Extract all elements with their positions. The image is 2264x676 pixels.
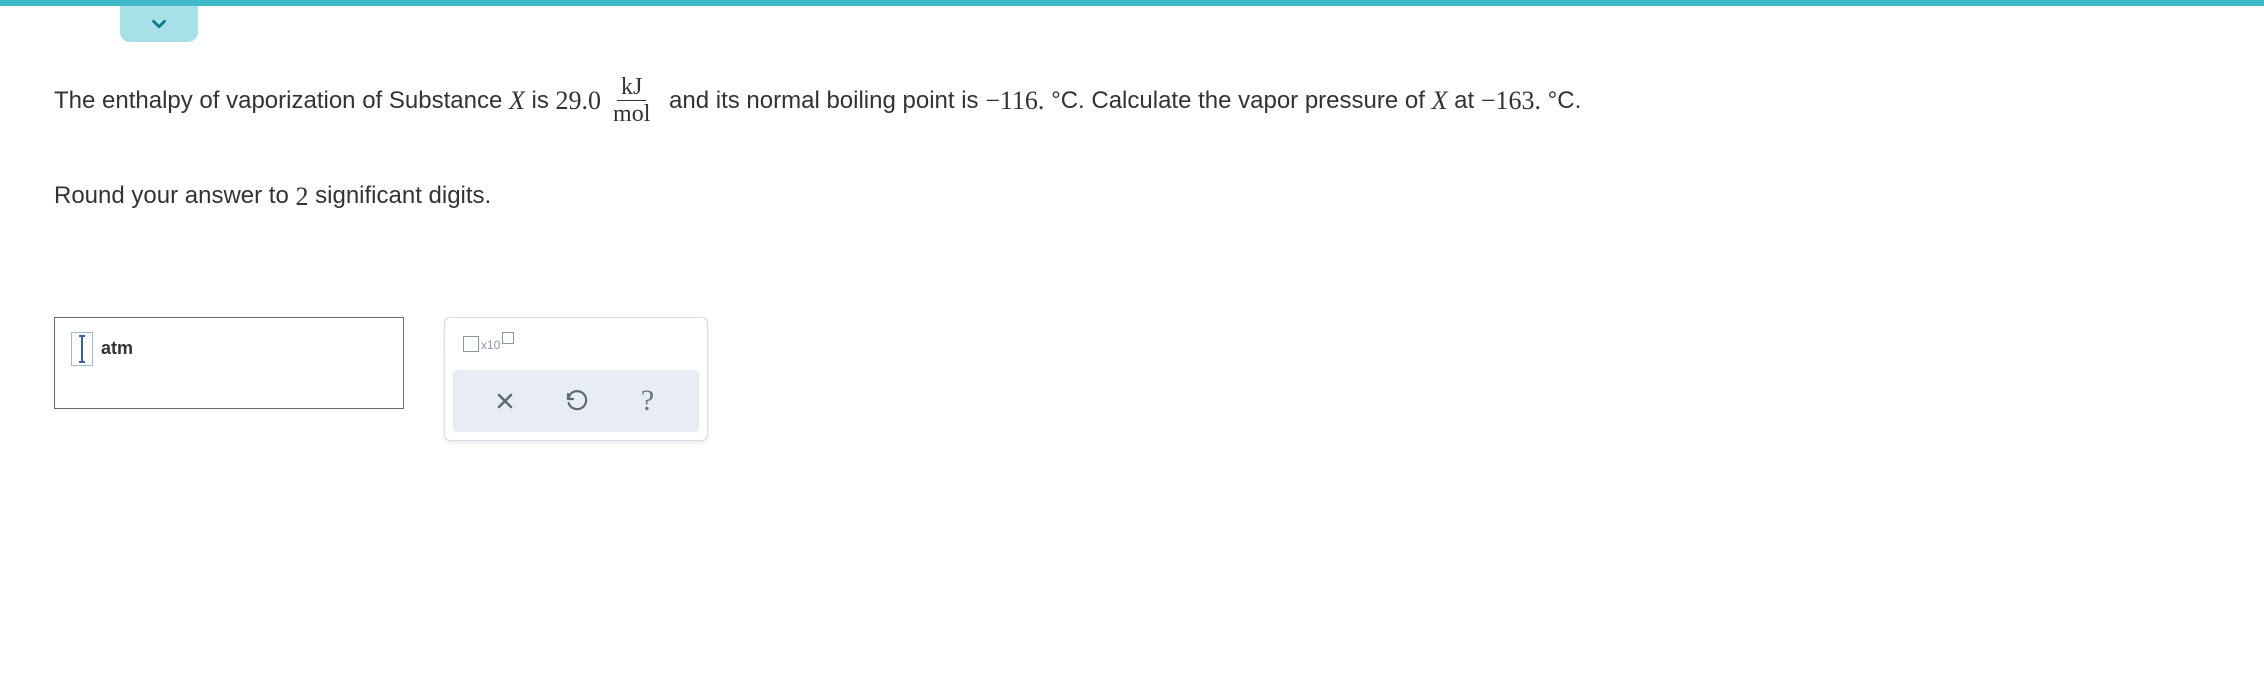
scientific-notation-button[interactable]: x10	[459, 332, 518, 356]
problem-statement: The enthalpy of vaporization of Substanc…	[54, 74, 2210, 128]
placeholder-box-icon	[463, 336, 479, 352]
answer-box: atm	[54, 317, 404, 409]
variable-x: X	[509, 80, 525, 122]
text-segment: Round your answer to	[54, 177, 295, 215]
text-segment: and its normal boiling point is	[662, 82, 985, 120]
boiling-point-value: 116.	[1000, 80, 1045, 122]
text-segment: is	[525, 82, 556, 120]
minus-sign: −	[1481, 80, 1496, 122]
fraction-numerator: kJ	[617, 74, 646, 101]
tool-row-formats: x10	[449, 322, 703, 366]
text-segment: at	[1447, 82, 1480, 120]
expand-dropdown-tab[interactable]	[120, 6, 198, 42]
cursor-cap-icon	[79, 335, 85, 337]
rounding-instruction: Round your answer to 2 significant digit…	[54, 176, 2210, 218]
undo-icon	[564, 389, 588, 413]
math-tool-panel: x10 ?	[444, 317, 708, 441]
temperature-value: 163.	[1495, 80, 1541, 122]
placeholder-superscript-icon	[502, 332, 514, 344]
x-icon	[493, 389, 517, 413]
chevron-down-icon	[148, 13, 170, 35]
problem-content: The enthalpy of vaporization of Substanc…	[0, 6, 2264, 481]
variable-x: X	[1432, 80, 1448, 122]
minus-sign: −	[985, 80, 1000, 122]
text-cursor-icon	[81, 336, 83, 362]
help-button[interactable]: ?	[628, 381, 668, 421]
text-segment: significant digits.	[308, 177, 491, 215]
answer-input[interactable]	[71, 332, 93, 366]
answer-unit-label: atm	[101, 338, 133, 359]
sig-digits-value: 2	[295, 176, 308, 218]
tool-row-actions: ?	[453, 370, 699, 432]
cursor-cap-icon	[79, 361, 85, 363]
text-segment: The enthalpy of vaporization of Substanc…	[54, 82, 509, 120]
clear-button[interactable]	[485, 381, 525, 421]
enthalpy-value: 29.0	[556, 80, 602, 122]
x10-label: x10	[481, 338, 500, 352]
fraction-denominator: mol	[609, 101, 654, 127]
text-segment: °C.	[1541, 82, 1581, 120]
reset-button[interactable]	[556, 381, 596, 421]
question-mark-icon: ?	[641, 384, 654, 418]
answer-row: atm x10	[54, 317, 2210, 441]
unit-fraction: kJ mol	[609, 74, 654, 128]
text-segment: °C. Calculate the vapor pressure of	[1044, 82, 1431, 120]
